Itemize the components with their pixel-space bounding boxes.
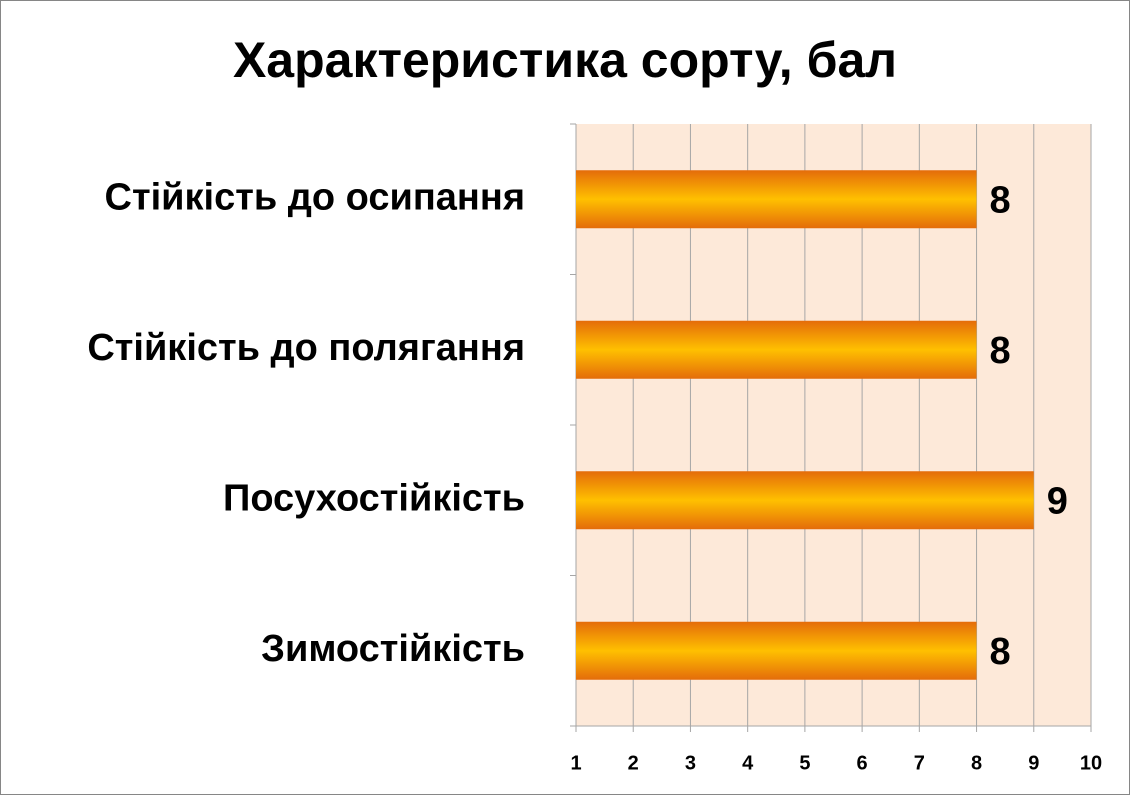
x-tick-label: 8	[971, 752, 982, 774]
x-tick-label: 2	[628, 752, 639, 774]
bar	[576, 471, 1034, 530]
y-tick-label: Стійкість до осипання	[105, 176, 525, 218]
x-tick-label: 4	[742, 752, 754, 774]
bar	[576, 170, 977, 229]
data-label: 8	[990, 330, 1011, 372]
data-label: 8	[990, 179, 1011, 221]
data-label: 9	[1047, 480, 1068, 522]
x-tick-label: 5	[799, 752, 810, 774]
x-tick-label: 1	[570, 752, 581, 774]
chart-title: Характеристика сорту, бал	[233, 32, 897, 88]
x-tick-label: 3	[685, 752, 696, 774]
bar	[576, 320, 977, 379]
x-tick-label: 6	[857, 752, 868, 774]
data-label: 8	[990, 631, 1011, 673]
x-tick-label: 10	[1080, 752, 1102, 774]
y-tick-label: Посухостійкість	[223, 477, 525, 519]
x-tick-label: 9	[1028, 752, 1039, 774]
x-tick-label: 7	[914, 752, 925, 774]
bar	[576, 621, 977, 680]
y-tick-label: Стійкість до полягання	[87, 327, 525, 369]
y-tick-label: Зимостійкість	[261, 628, 525, 670]
